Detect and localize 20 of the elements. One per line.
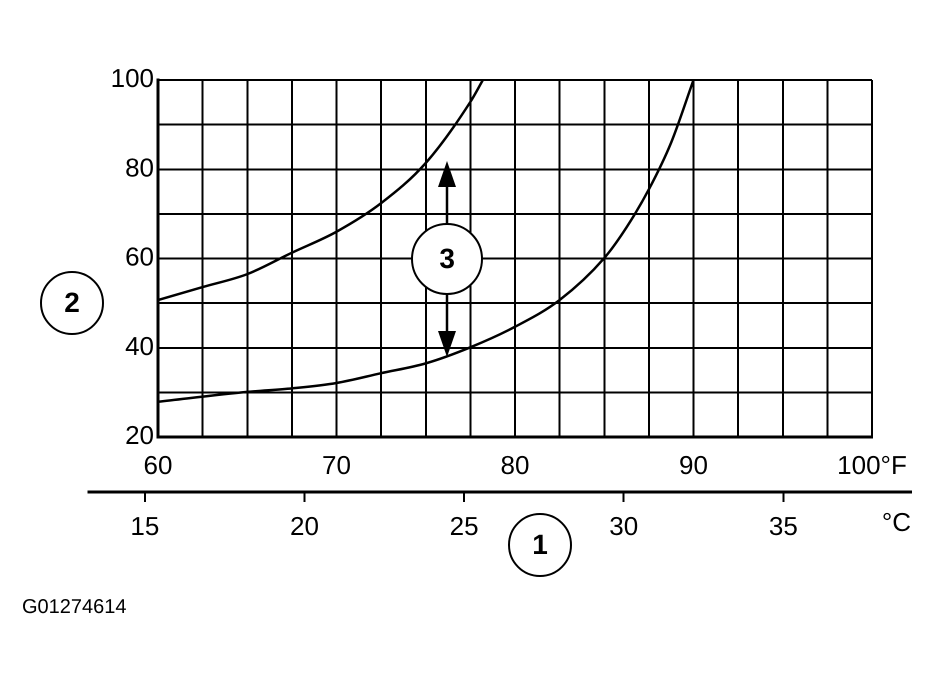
x2-tick-label: 30 bbox=[609, 510, 638, 541]
x-tick-label: 100°F bbox=[837, 450, 907, 480]
x2-tick-label: 25 bbox=[450, 510, 479, 541]
x2-tick-label: 15 bbox=[130, 510, 160, 541]
y-tick-label: 100 bbox=[110, 63, 154, 94]
y-tick-label: 60 bbox=[125, 242, 154, 272]
x-tick-label: 90 bbox=[679, 450, 708, 480]
x2-tick-label: 35 bbox=[768, 510, 798, 541]
y-tick-label: 40 bbox=[125, 330, 154, 361]
x2-axis-title: °C bbox=[882, 507, 911, 538]
text: G01274614 bbox=[22, 596, 127, 619]
y-axis-title: 2 bbox=[40, 270, 104, 334]
x-tick-label: 60 bbox=[144, 450, 172, 480]
annotation: 3 bbox=[411, 222, 484, 294]
y-tick-label: 20 bbox=[125, 420, 154, 450]
x-tick-label: 70 bbox=[322, 450, 351, 480]
x2-tick-label: 20 bbox=[290, 510, 319, 541]
x-tick-label: 80 bbox=[500, 450, 530, 480]
y-tick-label: 80 bbox=[125, 152, 154, 182]
x-axis-title: 1 bbox=[508, 513, 572, 577]
